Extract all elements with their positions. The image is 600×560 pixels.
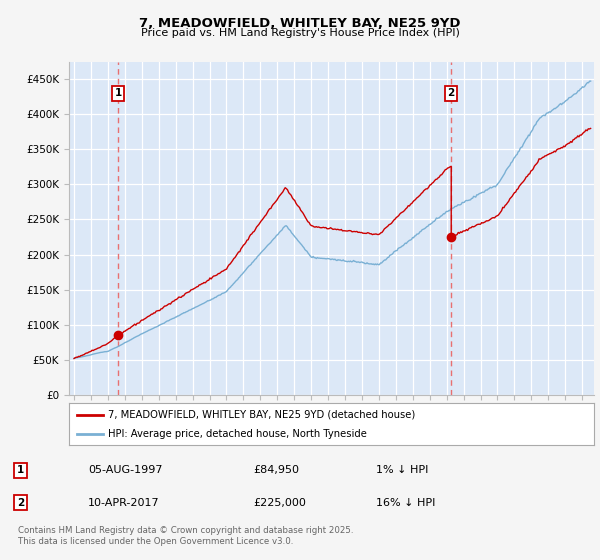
Text: 16% ↓ HPI: 16% ↓ HPI <box>376 497 436 507</box>
Text: 7, MEADOWFIELD, WHITLEY BAY, NE25 9YD (detached house): 7, MEADOWFIELD, WHITLEY BAY, NE25 9YD (d… <box>109 409 416 419</box>
Text: 2: 2 <box>17 497 25 507</box>
Text: 10-APR-2017: 10-APR-2017 <box>88 497 160 507</box>
Text: 1: 1 <box>115 88 122 98</box>
Text: Contains HM Land Registry data © Crown copyright and database right 2025.
This d: Contains HM Land Registry data © Crown c… <box>18 526 353 546</box>
Text: Price paid vs. HM Land Registry's House Price Index (HPI): Price paid vs. HM Land Registry's House … <box>140 28 460 38</box>
Text: £225,000: £225,000 <box>253 497 306 507</box>
Text: 1: 1 <box>17 465 25 475</box>
Text: 1% ↓ HPI: 1% ↓ HPI <box>376 465 429 475</box>
Text: 05-AUG-1997: 05-AUG-1997 <box>88 465 163 475</box>
Text: £84,950: £84,950 <box>253 465 299 475</box>
Text: HPI: Average price, detached house, North Tyneside: HPI: Average price, detached house, Nort… <box>109 429 367 439</box>
Text: 2: 2 <box>448 88 455 98</box>
Text: 7, MEADOWFIELD, WHITLEY BAY, NE25 9YD: 7, MEADOWFIELD, WHITLEY BAY, NE25 9YD <box>139 17 461 30</box>
